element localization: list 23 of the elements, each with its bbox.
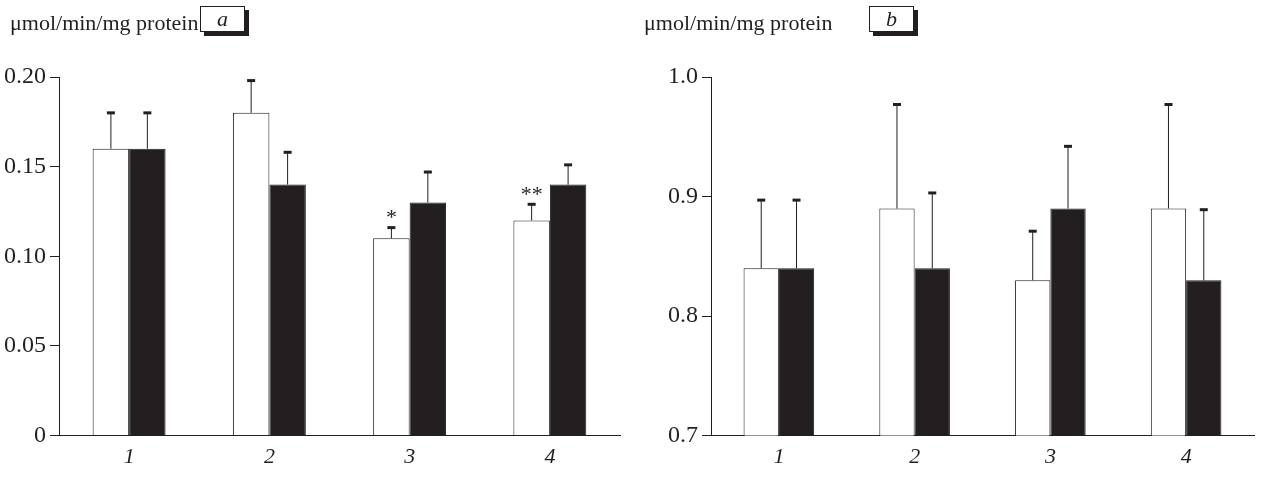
x-tick-label: 1: [123, 442, 135, 468]
chart-title: b: [869, 6, 914, 32]
x-tick-label: 1: [773, 442, 785, 468]
y-tick-label: 0.10: [4, 241, 46, 268]
x-tick-label: 3: [1043, 442, 1056, 468]
y-tick-label: 0.8: [668, 301, 698, 328]
y-tick-label: 0: [34, 420, 46, 447]
y-tick-label: 0.7: [668, 420, 698, 447]
annotation: *: [385, 204, 397, 230]
x-tick-label: 4: [544, 442, 556, 468]
x-tick-label: 2: [909, 442, 921, 468]
y-axis-title: μmol/min/mg protein: [10, 10, 199, 36]
x-tick-label: 2: [263, 442, 275, 468]
annotation: **: [520, 181, 543, 207]
y-tick-label: 1.0: [668, 62, 698, 89]
y-tick-label: 0.9: [668, 181, 698, 208]
y-tick-label: 0.05: [4, 331, 46, 358]
y-axis-title: μmol/min/mg protein: [644, 10, 833, 36]
y-tick-label: 0.15: [4, 151, 46, 178]
chart-title: a: [200, 6, 245, 32]
x-tick-label: 3: [403, 442, 416, 468]
y-tick-label: 0.20: [4, 62, 46, 89]
x-tick-label: 4: [1180, 442, 1192, 468]
